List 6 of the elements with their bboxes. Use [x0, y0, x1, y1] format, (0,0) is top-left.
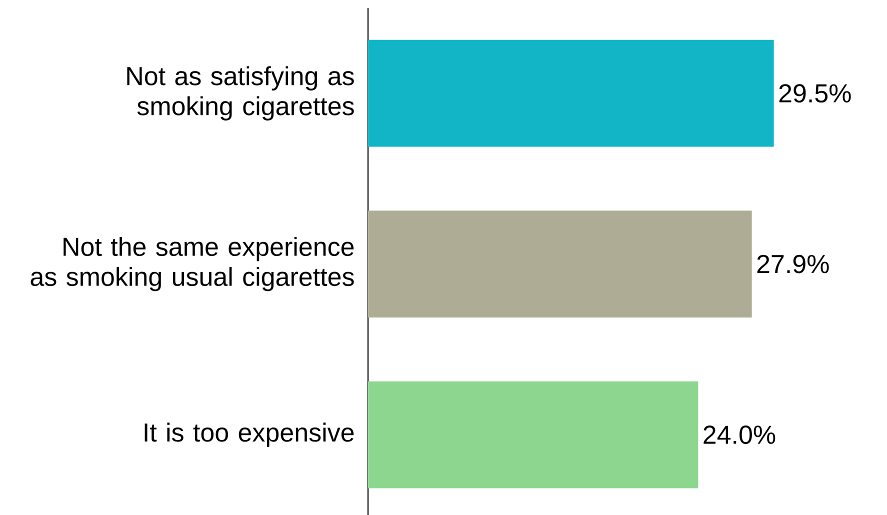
- data-label: 27.9%: [757, 254, 829, 274]
- data-label: 29.5%: [779, 84, 851, 103]
- y-tick-label: It is too expensive: [144, 422, 354, 447]
- data-label: 24.0%: [704, 426, 776, 444]
- y-tick-label: Not the same experience as smoking usual cigarettes: [30, 236, 354, 292]
- y-tick-label: Not as satisfying as smoking cigarettes: [127, 66, 354, 120]
